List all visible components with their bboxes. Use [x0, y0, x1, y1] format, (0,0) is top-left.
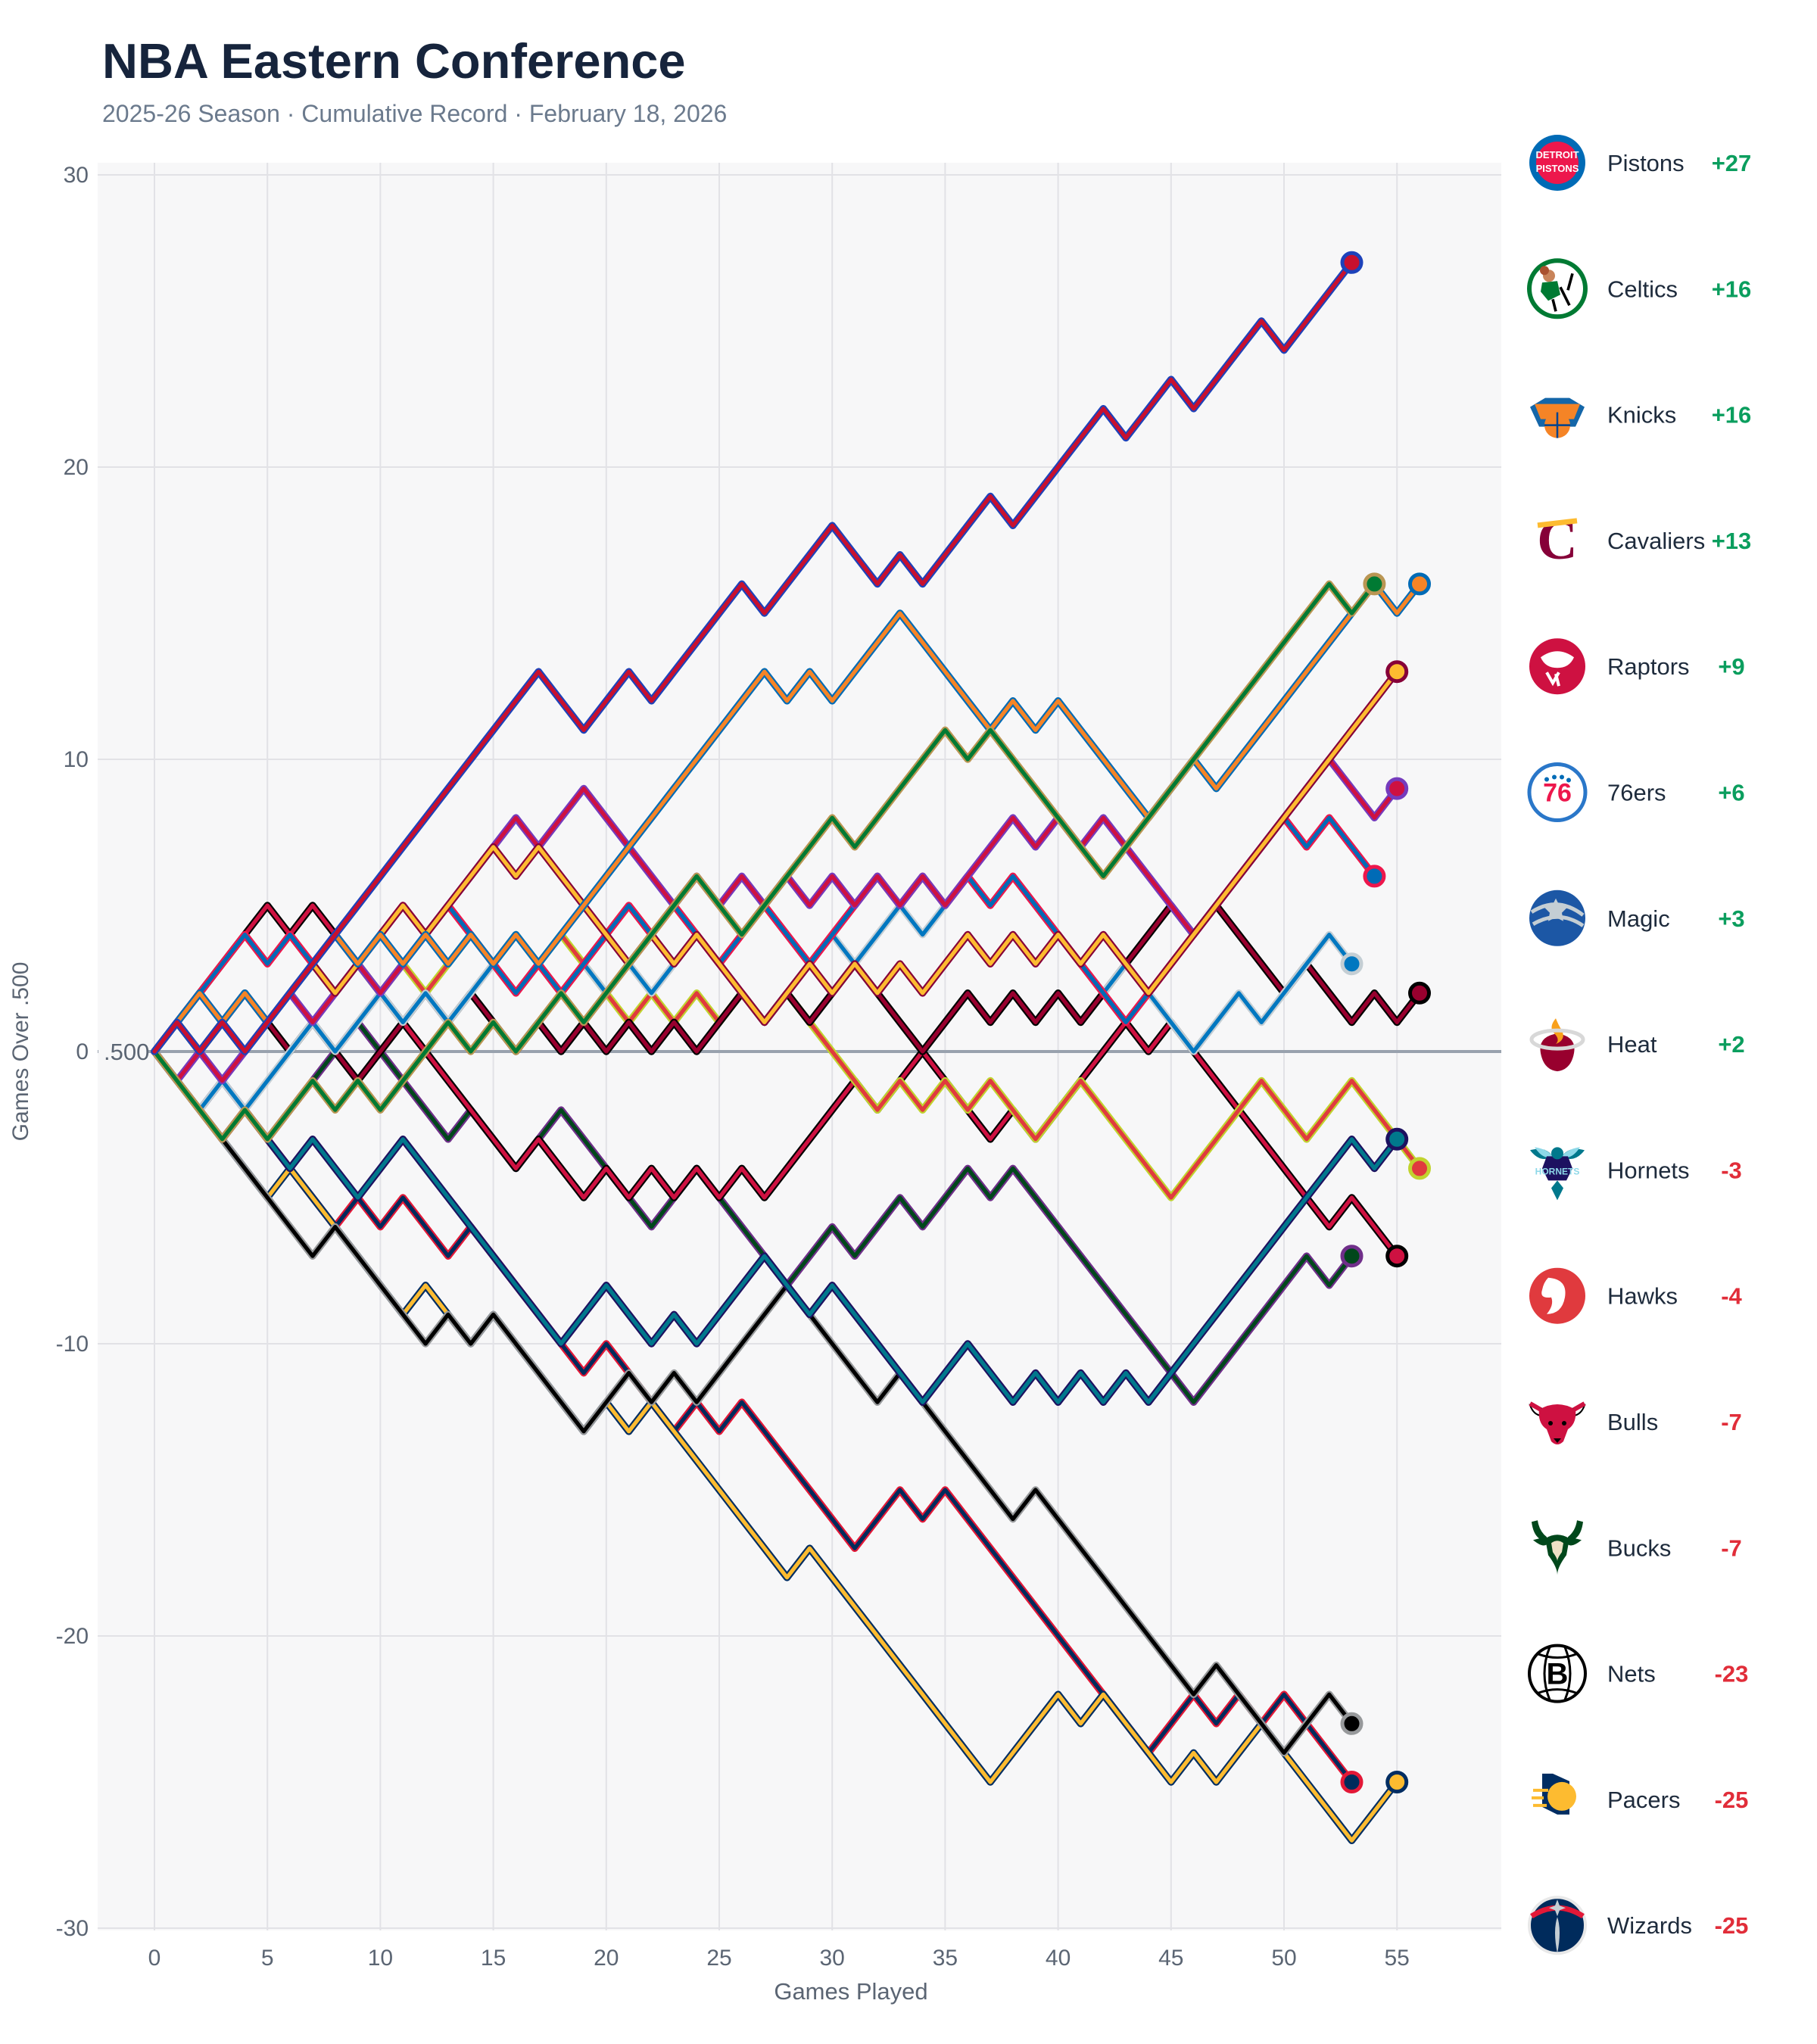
svg-text:30: 30	[820, 1946, 845, 1971]
svg-text:Games Over .500: Games Over .500	[8, 962, 33, 1142]
svg-text:30: 30	[64, 163, 89, 188]
svg-text:76: 76	[1543, 779, 1572, 808]
svg-text:Heat: Heat	[1607, 1031, 1657, 1058]
svg-text:B: B	[1547, 1658, 1569, 1691]
svg-text:-3: -3	[1721, 1157, 1742, 1183]
svg-text:+16: +16	[1712, 402, 1752, 428]
svg-text:-20: -20	[56, 1624, 89, 1649]
svg-text:-23: -23	[1715, 1661, 1749, 1687]
svg-text:Celtics: Celtics	[1607, 276, 1678, 302]
svg-text:Cavaliers: Cavaliers	[1607, 528, 1705, 554]
svg-text:PISTONS: PISTONS	[1536, 163, 1579, 174]
svg-text:Hornets: Hornets	[1607, 1157, 1690, 1183]
svg-text:0: 0	[76, 1039, 89, 1064]
svg-text:HORNETS: HORNETS	[1535, 1166, 1580, 1176]
svg-text:Nets: Nets	[1607, 1661, 1656, 1687]
svg-text:2025-26 Season · Cumulative Re: 2025-26 Season · Cumulative Record · Feb…	[102, 100, 727, 127]
svg-text:5: 5	[261, 1946, 274, 1971]
svg-text:-10: -10	[56, 1332, 89, 1357]
svg-text:+2: +2	[1718, 1031, 1744, 1058]
svg-text:10: 10	[368, 1946, 393, 1971]
svg-text:10: 10	[64, 747, 89, 772]
svg-text:DETROIT: DETROIT	[1535, 149, 1579, 160]
svg-text:76ers: 76ers	[1607, 780, 1666, 806]
svg-text:-25: -25	[1715, 1787, 1749, 1813]
svg-text:20: 20	[594, 1946, 619, 1971]
svg-text:NBA Eastern Conference: NBA Eastern Conference	[102, 33, 686, 89]
svg-text:25: 25	[706, 1946, 731, 1971]
svg-text:20: 20	[64, 455, 89, 480]
svg-text:Games Played: Games Played	[774, 1978, 927, 2005]
svg-text:Wizards: Wizards	[1607, 1912, 1692, 1939]
svg-text:45: 45	[1158, 1946, 1183, 1971]
svg-text:+27: +27	[1712, 150, 1752, 176]
svg-text:Hawks: Hawks	[1607, 1283, 1678, 1310]
svg-text:+3: +3	[1718, 905, 1744, 932]
svg-text:+16: +16	[1712, 276, 1752, 302]
svg-text:-25: -25	[1715, 1912, 1749, 1939]
svg-text:35: 35	[933, 1946, 958, 1971]
svg-text:Bucks: Bucks	[1607, 1535, 1671, 1561]
svg-text:50: 50	[1271, 1946, 1296, 1971]
svg-text:+9: +9	[1718, 653, 1744, 680]
svg-text:Magic: Magic	[1607, 905, 1670, 932]
svg-text:.500: .500	[104, 1039, 149, 1065]
svg-text:C: C	[1537, 509, 1577, 572]
svg-text:-30: -30	[56, 1916, 89, 1941]
svg-text:Knicks: Knicks	[1607, 402, 1676, 428]
svg-text:-7: -7	[1721, 1409, 1742, 1435]
svg-text:40: 40	[1046, 1946, 1071, 1971]
svg-text:0: 0	[148, 1946, 161, 1971]
svg-text:+13: +13	[1712, 528, 1752, 554]
svg-text:Bulls: Bulls	[1607, 1409, 1658, 1435]
svg-text:15: 15	[481, 1946, 506, 1971]
svg-text:Pacers: Pacers	[1607, 1787, 1680, 1813]
svg-text:-7: -7	[1721, 1535, 1742, 1561]
svg-text:Pistons: Pistons	[1607, 150, 1685, 176]
svg-text:-4: -4	[1721, 1283, 1742, 1310]
svg-text:Raptors: Raptors	[1607, 653, 1690, 680]
svg-text:55: 55	[1385, 1946, 1410, 1971]
svg-text:+6: +6	[1718, 780, 1744, 806]
